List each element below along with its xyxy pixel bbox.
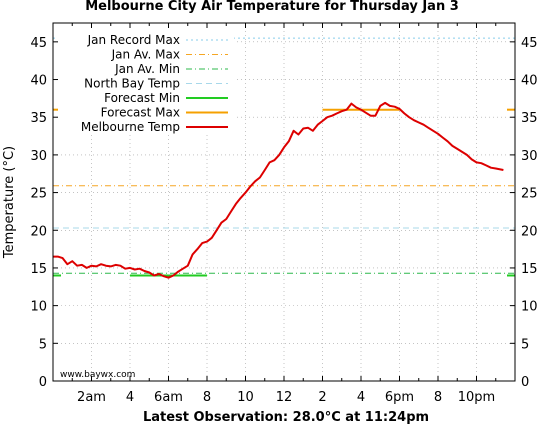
y-tick-label-right: 25 [521,187,538,202]
y-tick-label: 45 [30,36,47,51]
legend-label-jan-record-max: Jan Record Max [87,33,180,47]
y-tick-label: 35 [30,111,47,126]
x-tick-label: 2am [77,390,106,405]
y-tick-label-right: 0 [521,375,529,390]
legend-label-north-bay-temp: North Bay Temp [84,77,180,91]
axis-ticks: 0 0 5 5 10 10 15 15 20 20 25 25 30 30 35 35 40 40 45 45 2am 4… [30,23,538,405]
y-tick-label-right: 40 [521,74,538,89]
legend-label-jan-av-min: Jan Av. Min [114,62,180,76]
y-tick-label-right: 45 [521,36,538,51]
x-tick-label: 2 [318,390,326,405]
y-tick-label: 0 [39,375,47,390]
y-tick-label: 30 [30,149,47,164]
legend-label-melbourne-temp: Melbourne Temp [81,120,180,134]
y-tick-label: 5 [39,337,47,352]
x-tick-label: 8 [434,390,442,405]
y-tick-label-right: 10 [521,300,538,315]
y-axis-label: Temperature (°C) [2,146,17,259]
credit-text: www.baywx.com [60,370,135,380]
x-tick-label: 4 [126,390,134,405]
chart-title: Melbourne City Air Temperature for Thurs… [85,0,459,14]
y-tick-label: 10 [30,300,47,315]
y-tick-label-right: 30 [521,149,538,164]
y-tick-label: 40 [30,74,47,89]
x-tick-label: 12 [276,390,293,405]
x-tick-label: 10pm [458,390,495,405]
x-tick-label: 10 [237,390,254,405]
y-tick-label-right: 15 [521,262,538,277]
x-tick-label: 4 [357,390,365,405]
footer-latest-observation: Latest Observation: 28.0°C at 11:24pm [143,410,429,424]
series-line-melbourne-temp [53,101,504,279]
y-tick-label: 20 [30,224,47,239]
legend-label-forecast-max: Forecast Max [101,106,180,120]
y-tick-label-right: 20 [521,224,538,239]
plot-frame [52,22,516,382]
x-tick-label: 6am [154,390,183,405]
legend-box [58,28,234,132]
y-tick-label-right: 35 [521,111,538,126]
legend-label-forecast-min: Forecast Min [104,91,180,105]
y-tick-label: 15 [30,262,47,277]
y-tick-label: 25 [30,187,47,202]
y-tick-label-right: 5 [521,337,529,352]
x-tick-label: 6pm [385,390,414,405]
legend-label-jan-av-max: Jan Av. Max [111,48,180,62]
x-tick-label: 8 [203,390,211,405]
